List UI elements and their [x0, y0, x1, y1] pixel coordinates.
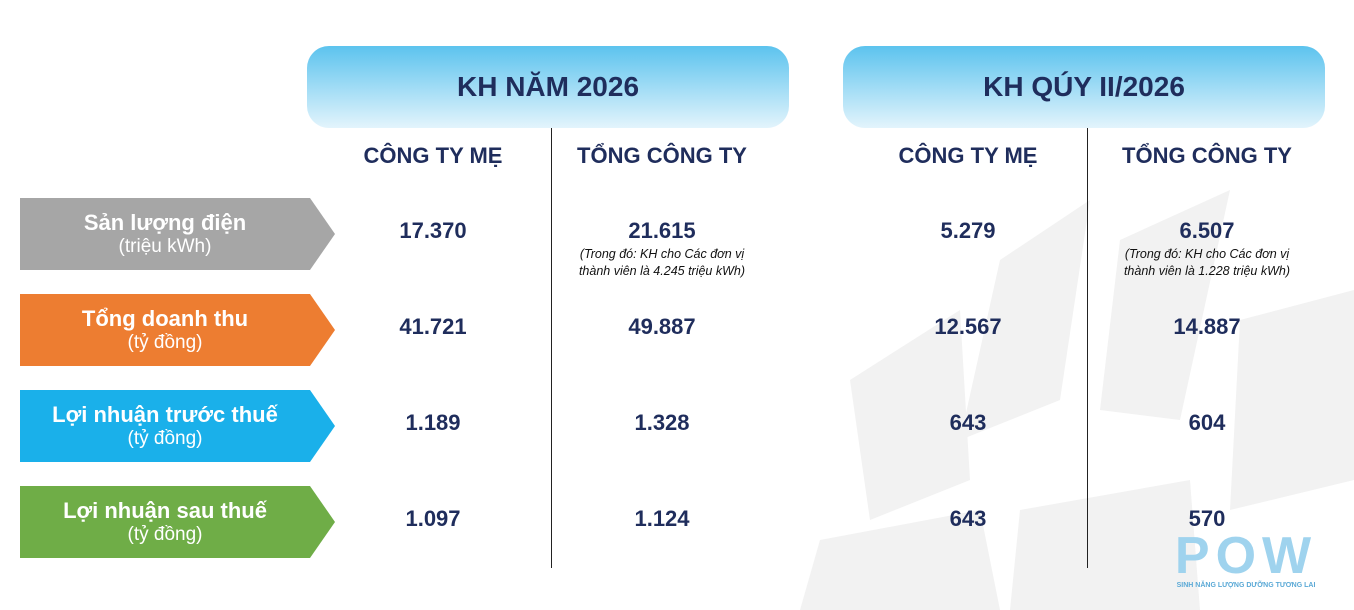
value: 14.887 [1173, 314, 1241, 339]
logo-text: POW [1174, 527, 1318, 585]
value: 17.370 [399, 218, 467, 243]
note-line: (Trong đó: KH cho Các đơn vị [1124, 247, 1290, 261]
value: 643 [949, 506, 987, 531]
value: 49.887 [628, 314, 696, 339]
logo: POW SINH NĂNG LƯỢNG DƯỠNG TƯƠNG LAI [1166, 530, 1326, 589]
row-label: Tổng doanh thu (tỷ đồng) [20, 294, 335, 366]
value: 643 [949, 410, 987, 435]
value: 604 [1188, 410, 1226, 435]
row-unit: (tỷ đồng) [127, 428, 203, 449]
value: 12.567 [934, 314, 1002, 339]
note: (Trong đó: KH cho Các đơn vị thành viên l… [532, 246, 792, 280]
note: (Trong đó: KH cho Các đơn vị thành viên l… [1077, 246, 1337, 280]
note-line: thành viên là 4.245 triệu kWh) [578, 264, 746, 278]
divider [1087, 128, 1088, 568]
row-title: Sản lượng điện [83, 210, 247, 235]
row-label: Lợi nhuận trước thuế (tỷ đồng) [20, 390, 335, 462]
column-header: CÔNG TY MẸ [363, 143, 503, 168]
group-header: KH NĂM 2026 [307, 46, 789, 128]
row-unit: (triệu kWh) [118, 236, 212, 257]
column-header: CÔNG TY MẸ [898, 143, 1038, 168]
divider [551, 128, 552, 568]
row-title: Lợi nhuận sau thuế [63, 498, 267, 523]
value: 1.097 [405, 506, 461, 531]
value: 5.279 [940, 218, 996, 243]
value: 41.721 [399, 314, 467, 339]
note-line: (Trong đó: KH cho Các đơn vị [579, 247, 745, 261]
row-label: Lợi nhuận sau thuế (tỷ đồng) [20, 486, 335, 558]
value: 1.189 [405, 410, 461, 435]
value: 1.124 [634, 506, 690, 531]
value: 570 [1188, 506, 1226, 531]
row-unit: (tỷ đồng) [127, 524, 203, 545]
row-label: Sản lượng điện (triệu kWh) [20, 198, 335, 270]
value: 1.328 [634, 410, 690, 435]
value: 6.507 [1179, 218, 1235, 243]
row-title: Lợi nhuận trước thuế [52, 402, 278, 427]
logo-tagline: SINH NĂNG LƯỢNG DƯỠNG TƯƠNG LAI [1176, 582, 1316, 589]
column-header: TỔNG CÔNG TY [1122, 143, 1292, 168]
column-header: TỔNG CÔNG TY [577, 143, 747, 168]
row-unit: (tỷ đồng) [127, 332, 203, 353]
note-line: thành viên là 1.228 triệu kWh) [1123, 264, 1291, 278]
group-header: KH QÚY II/2026 [843, 46, 1325, 128]
background-decor [800, 190, 1354, 610]
value: 21.615 [628, 218, 696, 243]
row-title: Tổng doanh thu [81, 306, 249, 331]
